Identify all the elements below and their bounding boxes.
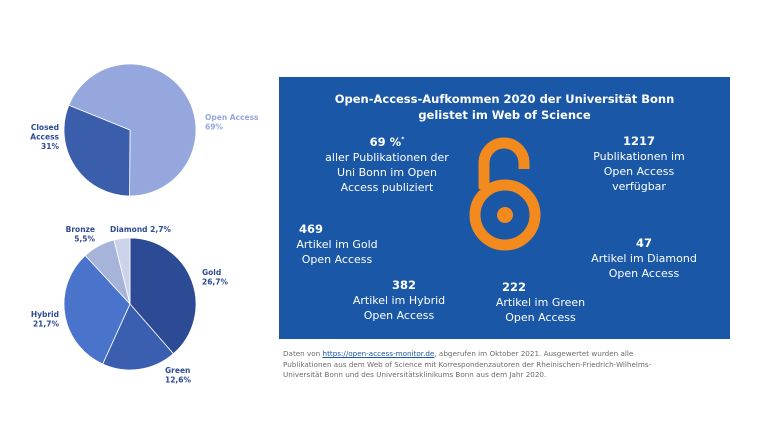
pie-charts: Open Access 69%Closed Access 31% Gold 26,7%G… <box>30 63 259 385</box>
stat-text: Artikel im Green <box>495 296 586 309</box>
stat-number: 469 <box>299 222 324 236</box>
stat-number: 1217 <box>622 134 655 148</box>
footnote-line-1: Daten von https://open-access-monitor.de… <box>283 349 723 360</box>
pie-slice-hybrid <box>63 254 131 365</box>
source-link[interactable]: https://open-access-monitor.de <box>322 349 435 358</box>
oa-type-pie-chart: Gold 26,7% Green 12,6% Hybrid 21,7% Bronze 5,5%… <box>31 225 229 385</box>
stat-text: Open Access <box>505 311 576 324</box>
summary-panel: Open-Access-Aufkommen 2020 der Universit… <box>279 77 730 339</box>
panel-title-line-2: gelistet im Web of Science <box>418 108 591 122</box>
stat-oa-share: 69 %* aller Publikationen der Uni Bonn i… <box>297 132 477 195</box>
stat-text: Open Access <box>603 165 675 178</box>
stat-number: 47 <box>635 236 652 250</box>
stat-text: Access publiziert <box>340 181 434 194</box>
open-access-lock-icon <box>469 137 541 251</box>
slice-label-open-access: Open Access 69% <box>205 113 259 132</box>
stat-text: Artikel im Hybrid <box>352 294 446 307</box>
footnote-marker: * <box>401 136 405 143</box>
stat-text: verfügbar <box>612 180 666 193</box>
pie-slice-gold <box>129 237 197 355</box>
slice-label-bronze: Bronze 5,5% <box>66 225 96 244</box>
stat-text: aller Publikationen der <box>325 151 449 164</box>
slice-label-closed-access: Closed Access 31% <box>30 123 59 151</box>
stat-hybrid: 382 Artikel im Hybrid Open Access <box>349 278 449 323</box>
stat-text: Uni Bonn im Open <box>337 166 437 179</box>
stat-text: Artikel im Gold <box>296 238 378 251</box>
pie-slice-closed-access <box>63 104 131 197</box>
stat-text: Artikel im Diamond <box>591 252 697 265</box>
footnote-text: , abgerufen im Oktober 2021. Ausgewertet… <box>434 349 634 358</box>
stat-diamond: 47 Artikel im Diamond Open Access <box>579 236 709 281</box>
stat-number: 222 <box>502 280 527 294</box>
stat-text: Open Access <box>608 267 680 280</box>
pie-slice-diamond <box>113 237 131 305</box>
pie-slice-green <box>102 303 174 371</box>
slice-label-gold: Gold 26,7% <box>202 268 229 287</box>
panel-title: Open-Access-Aufkommen 2020 der Universit… <box>279 91 730 123</box>
footnote-line-2: Publikationen aus dem Web of Science mit… <box>283 359 652 369</box>
stat-text: Open Access <box>363 309 435 322</box>
pie-slice-open-access <box>68 63 197 197</box>
stat-text: Open Access <box>301 253 373 266</box>
stat-number: 69 % <box>369 135 402 149</box>
slice-label-diamond: Diamond 2,7% <box>110 225 171 234</box>
stat-green: 222 Artikel im Green Open Access <box>483 280 598 325</box>
footnote-text: Daten von <box>283 349 323 358</box>
slice-label-green: Green 12,6% <box>165 366 192 385</box>
slice-label-hybrid: Hybrid 21,7% <box>31 310 60 329</box>
footnote-line-3: Universität Bonn und des Universitätskli… <box>283 370 547 379</box>
panel-title-line-1: Open-Access-Aufkommen 2020 der Universit… <box>334 92 675 106</box>
stat-number: 382 <box>392 278 417 292</box>
source-footnote: Daten von https://open-access-monitor.de… <box>283 349 723 381</box>
access-pie-chart: Open Access 69% Closed Access 31% <box>30 63 259 197</box>
stat-total: 1217 Publikationen im Open Access verfüg… <box>569 134 709 194</box>
stat-text: Publikationen im <box>593 150 685 163</box>
stat-gold: 469 Artikel im Gold Open Access <box>285 222 389 267</box>
